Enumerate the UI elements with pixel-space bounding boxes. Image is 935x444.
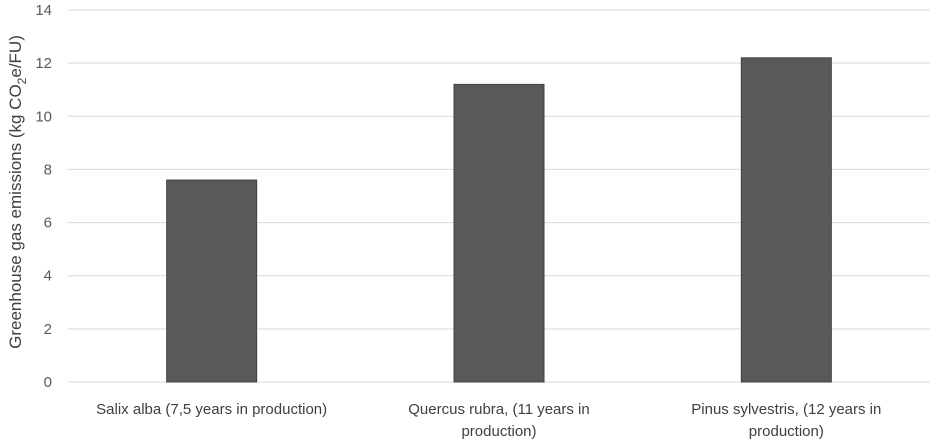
y-axis-title: Greenhouse gas emissions (kg CO2e/FU) [6,35,29,349]
bar [740,57,832,383]
y-tick-label: 0 [44,374,52,391]
y-tick-label: 2 [44,321,52,338]
bar [166,179,258,383]
x-category-label: Quercus rubra, (11 years in production) [408,401,589,440]
x-category-label: Pinus sylvestris, (12 years in production… [691,401,881,440]
x-category-labels: Salix alba (7,5 years in production) Quer… [96,401,881,440]
x-category-label: Salix alba (7,5 years in production) [96,401,327,418]
y-tick-label: 10 [35,108,52,125]
y-tick-label: 14 [35,2,52,19]
y-tick-label: 4 [44,268,52,285]
bars [166,57,832,383]
y-tick-label: 12 [35,55,52,72]
y-tick-label: 8 [44,161,52,178]
bar [453,83,545,383]
y-tick-label: 6 [44,215,52,232]
y-tick-labels: 0 2 4 6 8 10 12 14 [35,2,52,391]
